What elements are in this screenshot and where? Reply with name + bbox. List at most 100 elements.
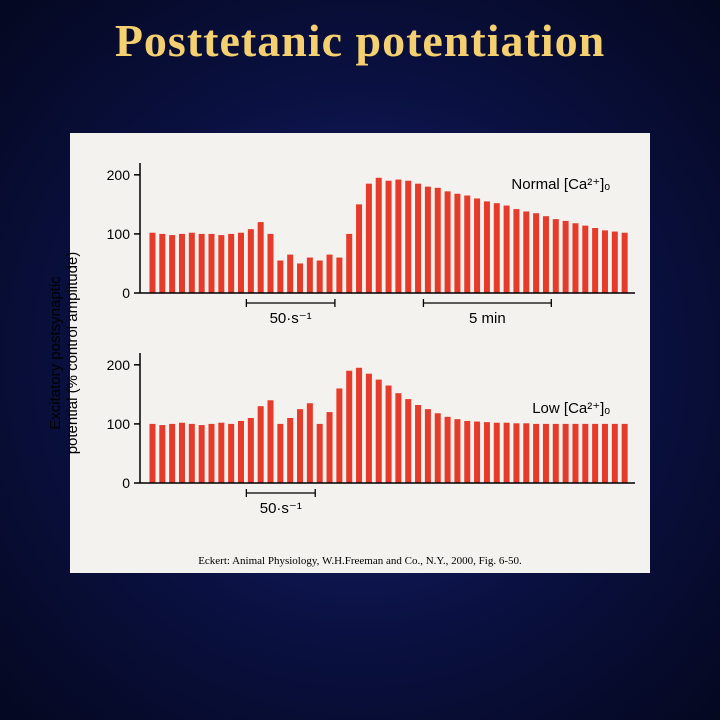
bar [612, 424, 618, 483]
bar [169, 424, 175, 483]
bar [189, 233, 195, 293]
bar [572, 223, 578, 293]
bar [159, 425, 165, 483]
bar [346, 371, 352, 483]
bar [494, 423, 500, 483]
bar [445, 191, 451, 293]
bar [376, 380, 382, 483]
bar [425, 187, 431, 293]
bar [248, 418, 254, 483]
bar [592, 228, 598, 293]
bar [346, 234, 352, 293]
bar [336, 258, 342, 293]
bar [366, 184, 372, 293]
bar [513, 423, 519, 483]
bar [287, 418, 293, 483]
bar [612, 232, 618, 293]
bar [435, 413, 441, 483]
bar [592, 424, 598, 483]
bar [149, 424, 155, 483]
tetanus-label: 50·s⁻¹ [260, 500, 302, 517]
bar [602, 424, 608, 483]
bar [602, 230, 608, 293]
bar [445, 417, 451, 483]
bar [484, 201, 490, 293]
bar [622, 424, 628, 483]
bar [415, 405, 421, 483]
bar [179, 234, 185, 293]
bar [258, 406, 264, 483]
bar [395, 180, 401, 293]
bar [405, 399, 411, 483]
bar [435, 188, 441, 293]
bar [464, 421, 470, 483]
bar [474, 422, 480, 483]
bar [149, 233, 155, 293]
bar [425, 409, 431, 483]
bar [405, 181, 411, 293]
ytick-label: 100 [107, 226, 131, 242]
ytick-label: 200 [107, 167, 131, 183]
bar [572, 424, 578, 483]
bar [464, 196, 470, 294]
bar [336, 388, 342, 483]
bar [513, 209, 519, 293]
bar [199, 425, 205, 483]
bar [208, 424, 214, 483]
bar [504, 423, 510, 483]
bar [366, 374, 372, 483]
bar [582, 424, 588, 483]
bar [268, 234, 274, 293]
bar [218, 235, 224, 293]
bar [415, 184, 421, 293]
bar [543, 216, 549, 293]
bar [228, 234, 234, 293]
ytick-label: 0 [122, 475, 130, 491]
bar [543, 424, 549, 483]
bar [159, 234, 165, 293]
bar [622, 233, 628, 293]
bar [386, 386, 392, 484]
bar [504, 206, 510, 293]
ytick-label: 100 [107, 416, 131, 432]
bar [454, 419, 460, 483]
bar [327, 255, 333, 293]
bar [199, 234, 205, 293]
bar [258, 222, 264, 293]
figure-panel: Excitatory postsynapticpotential (% cont… [70, 133, 650, 573]
bar [395, 393, 401, 483]
bar [523, 211, 529, 293]
bar [356, 368, 362, 483]
bar [297, 409, 303, 483]
bar [248, 229, 254, 293]
bottom-legend: Low [Ca²⁺]ₒ [532, 400, 610, 417]
bar [494, 203, 500, 293]
bar [287, 255, 293, 293]
bar [356, 204, 362, 293]
bar [277, 261, 283, 294]
bar [169, 235, 175, 293]
ytick-label: 200 [107, 357, 131, 373]
top-legend: Normal [Ca²⁺]ₒ [511, 176, 610, 193]
bar [474, 198, 480, 293]
bar [327, 412, 333, 483]
bar [307, 403, 313, 483]
y-axis-title: Excitatory postsynapticpotential (% cont… [47, 252, 81, 455]
bar [386, 181, 392, 293]
bar-chart-svg: 010020050·s⁻¹5 minNormal [Ca²⁺]ₒ01002005… [70, 133, 650, 543]
bar [563, 221, 569, 293]
bar [238, 233, 244, 293]
bar [533, 424, 539, 483]
bar [454, 194, 460, 293]
bar [553, 424, 559, 483]
bar [297, 263, 303, 293]
bar [582, 226, 588, 293]
bar [376, 178, 382, 293]
bar [208, 234, 214, 293]
bar [317, 261, 323, 294]
bar [484, 422, 490, 483]
bar [179, 423, 185, 483]
bar [189, 424, 195, 483]
bar [553, 219, 559, 293]
bar [268, 400, 274, 483]
